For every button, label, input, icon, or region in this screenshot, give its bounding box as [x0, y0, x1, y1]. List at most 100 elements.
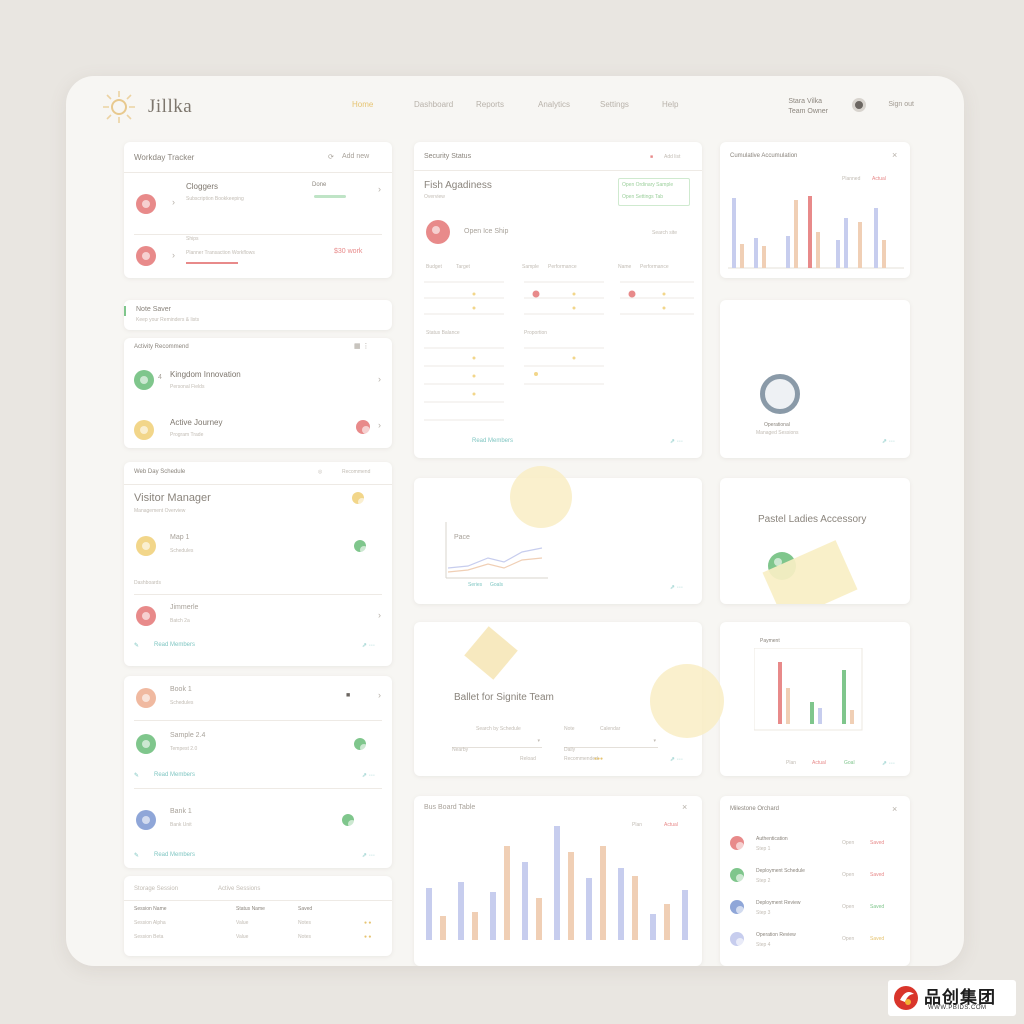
- avatar[interactable]: [852, 98, 866, 112]
- chevron-right-icon[interactable]: ›: [378, 610, 381, 620]
- legend-item: Goal: [844, 760, 855, 766]
- item-sub: Tempest 2.0: [170, 746, 198, 752]
- user-name: Stara Vilka: [788, 98, 823, 105]
- item-title: Active Journey: [170, 418, 223, 427]
- search-site-link[interactable]: Search site: [652, 230, 678, 236]
- flag-icon: ■: [650, 154, 654, 160]
- item-sub: Batch 2a: [170, 618, 190, 624]
- share-icon[interactable]: ⇗ ⋯: [670, 757, 683, 763]
- row-title: Ships: [186, 236, 199, 242]
- menu-icon[interactable]: ▦ ⋮: [354, 343, 370, 350]
- payment-card: Payment Plan Actual Goal ⇗ ⋯: [720, 622, 910, 776]
- nav-reports[interactable]: Reports: [476, 100, 505, 109]
- recommended-link[interactable]: Recommended: [564, 756, 598, 762]
- recommend-link[interactable]: Recommend: [342, 469, 371, 475]
- add-list-link[interactable]: Add list: [664, 154, 681, 160]
- alert-badge-icon: [356, 420, 370, 434]
- chevron-right-icon[interactable]: ›: [172, 250, 175, 260]
- card-title: Payment: [760, 638, 780, 644]
- pace-line-chart: [445, 522, 548, 579]
- row-actions-icon[interactable]: ● ●: [364, 934, 372, 940]
- chevron-right-icon[interactable]: ›: [378, 374, 381, 384]
- close-icon[interactable]: ×: [682, 802, 688, 812]
- item-sub: Program Trade: [170, 432, 204, 438]
- reload-link[interactable]: Reload: [520, 756, 536, 762]
- share-icon[interactable]: ⇗ ⋯: [670, 439, 683, 445]
- status-grid: [424, 281, 694, 315]
- filter-label: Search by Schedule: [476, 726, 521, 732]
- milestone-tag[interactable]: Open: [842, 872, 855, 878]
- filter-label: Calendar: [600, 726, 621, 732]
- refresh-icon[interactable]: ⟳: [328, 154, 334, 161]
- alert-icon: [136, 194, 156, 214]
- milestone-title: Deployment Schedule: [756, 868, 805, 874]
- tag[interactable]: Open Settings Tab: [622, 194, 664, 200]
- add-new-link[interactable]: Add new: [342, 153, 370, 160]
- milestone-dot-icon: [730, 900, 744, 914]
- app-window: Jillka Home Dashboard Reports Analytics …: [66, 76, 964, 966]
- nav-dashboard[interactable]: Dashboard: [414, 100, 454, 109]
- toggle-icon[interactable]: [354, 738, 368, 752]
- nav-settings[interactable]: Settings: [600, 100, 629, 109]
- tag-box[interactable]: [618, 178, 690, 206]
- heading: Visitor Manager: [134, 492, 211, 504]
- nav-home[interactable]: Home: [352, 100, 374, 109]
- col-label: Budget: [426, 264, 442, 270]
- chevron-icon[interactable]: ›: [378, 184, 381, 194]
- signout-link[interactable]: Sign out: [888, 101, 914, 108]
- chevron-right-icon[interactable]: ›: [172, 197, 175, 207]
- share-icon[interactable]: ⇗ ⋯: [882, 761, 895, 767]
- select-daily[interactable]: Daily ▾: [564, 738, 658, 753]
- milestone-dot-icon: [730, 932, 744, 946]
- select-nearby[interactable]: Nearby ▾: [452, 738, 542, 753]
- card-title: Storage Session: [134, 886, 179, 892]
- share-icon[interactable]: ⇗ ⋯: [362, 853, 375, 859]
- milestone-sub: Step 3: [756, 910, 771, 916]
- milestone-stat: Saved: [870, 872, 885, 878]
- legend-item: Series: [468, 582, 483, 588]
- status-text: Done: [312, 182, 327, 188]
- nav-help[interactable]: Help: [662, 100, 679, 109]
- decorative-circle-icon: [650, 664, 724, 738]
- tag[interactable]: Open Ordinary Sample: [622, 182, 674, 188]
- read-members-link[interactable]: Read Members: [154, 772, 196, 778]
- close-icon[interactable]: ×: [892, 804, 898, 814]
- pencil-icon[interactable]: ✎: [134, 853, 140, 859]
- bars: [426, 826, 688, 940]
- toggle-icon[interactable]: [342, 814, 356, 828]
- share-icon[interactable]: ⇗ ⋯: [362, 773, 375, 779]
- share-icon[interactable]: ⇗ ⋯: [670, 585, 683, 591]
- pencil-icon[interactable]: ✎: [134, 643, 140, 649]
- check-icon: [134, 370, 154, 390]
- row-actions-icon[interactable]: ● ●: [364, 920, 372, 926]
- share-icon[interactable]: ⇗ ⋯: [362, 643, 375, 649]
- decorative-tag-icon: [762, 540, 858, 604]
- person-icon: [136, 536, 156, 556]
- toggle-icon[interactable]: [354, 540, 368, 554]
- milestone-tag[interactable]: Open: [842, 936, 855, 942]
- read-members-link[interactable]: Read Members: [154, 642, 196, 648]
- card-title: Ballet for Signite Team: [454, 692, 554, 703]
- read-members-link[interactable]: Read Members: [472, 438, 514, 444]
- milestone-tag[interactable]: Open: [842, 904, 855, 910]
- cell: Value: [236, 920, 249, 926]
- milestone-tag[interactable]: Open: [842, 840, 855, 846]
- chevron-right-icon[interactable]: ›: [378, 690, 381, 700]
- note-saver-card[interactable]: Note Saver Keep your Reminders & lists: [124, 300, 392, 330]
- nav-analytics[interactable]: Analytics: [538, 100, 571, 109]
- filter-label: Note: [564, 726, 575, 732]
- card-title: Activity Recommend: [134, 344, 189, 350]
- chevron-right-icon[interactable]: ›: [378, 420, 381, 430]
- read-members-link[interactable]: Read Members: [154, 852, 196, 858]
- card-title: Workday Tracker: [134, 153, 195, 162]
- toggle-icon[interactable]: ■: [346, 692, 351, 699]
- col-header: Saved: [298, 906, 313, 912]
- legend-item: Planned: [842, 176, 861, 182]
- star-icon: [352, 492, 366, 506]
- tab-active-sessions[interactable]: Active Sessions: [218, 886, 261, 892]
- share-icon[interactable]: ⇗ ⋯: [882, 439, 895, 445]
- close-icon[interactable]: ×: [892, 150, 898, 160]
- pencil-icon[interactable]: ✎: [134, 773, 140, 779]
- col-header: Session Name: [134, 906, 167, 912]
- link-icon[interactable]: ◎: [318, 469, 323, 475]
